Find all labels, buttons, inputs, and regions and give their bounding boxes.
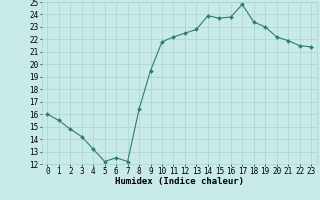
X-axis label: Humidex (Indice chaleur): Humidex (Indice chaleur) [115,177,244,186]
